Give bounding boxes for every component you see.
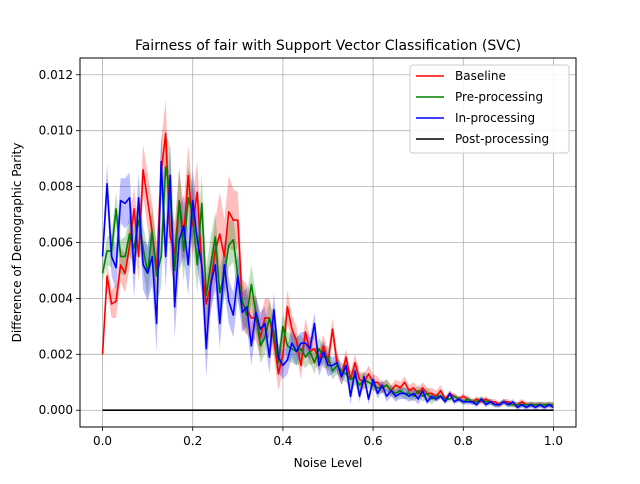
legend-entry-baseline: Baseline — [416, 69, 506, 83]
legend-entry-in-processing: In-processing — [416, 111, 535, 125]
legend-entry-post-processing: Post-processing — [416, 132, 549, 146]
confidence-bands — [102, 99, 554, 411]
y-axis-ticks: 0.000 0.002 0.004 0.006 0.008 0.010 0.012 — [39, 68, 80, 417]
pre-processing-line — [101, 166, 554, 406]
chart-title: Fairness of fair with Support Vector Cla… — [135, 38, 521, 54]
grid — [80, 58, 576, 427]
legend-box — [409, 64, 570, 154]
legend-items: Baseline Pre-processing In-processing Post-… — [416, 69, 549, 146]
x-tick-label: 0.8 — [454, 434, 473, 448]
x-tick-label: 0.0 — [93, 434, 112, 448]
in-processing-band — [102, 130, 554, 411]
y-tick-label: 0.004 — [39, 291, 73, 305]
y-tick-label: 0.012 — [39, 68, 73, 82]
series-lines — [101, 132, 554, 412]
y-tick-label: 0.000 — [39, 403, 73, 417]
x-tick-label: 0.4 — [273, 434, 292, 448]
in-processing-line — [101, 160, 554, 409]
legend-label: In-processing — [455, 111, 535, 125]
x-axis-label: Noise Level — [294, 456, 363, 470]
legend-label: Post-processing — [455, 132, 549, 146]
legend-entry-pre-processing: Pre-processing — [416, 90, 543, 104]
x-tick-label: 0.6 — [364, 434, 383, 448]
x-axis-ticks: 0.0 0.2 0.4 0.6 0.8 1.0 — [93, 427, 563, 448]
pre-processing-band — [102, 133, 554, 408]
y-tick-label: 0.008 — [39, 180, 73, 194]
y-axis-label: Difference of Demographic Parity — [10, 143, 24, 343]
y-tick-label: 0.006 — [39, 236, 73, 250]
y-tick-label: 0.002 — [39, 347, 73, 361]
x-tick-label: 1.0 — [544, 434, 563, 448]
x-tick-label: 0.2 — [183, 434, 202, 448]
legend-label: Pre-processing — [455, 90, 543, 104]
legend-label: Baseline — [455, 69, 506, 83]
y-tick-label: 0.010 — [39, 124, 73, 138]
legend: Baseline Pre-processing In-processing Post-… — [409, 64, 570, 154]
baseline-band — [102, 99, 554, 408]
